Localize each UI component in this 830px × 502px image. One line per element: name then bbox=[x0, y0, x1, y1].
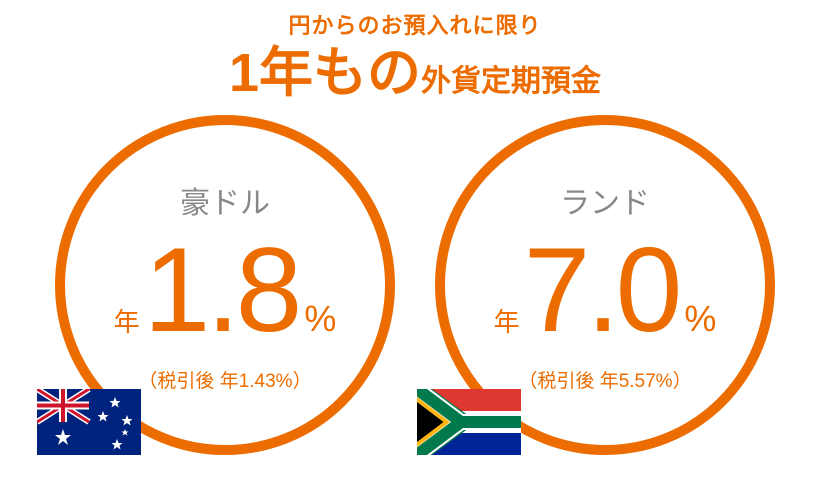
rate-prefix: 年 bbox=[494, 309, 520, 335]
circles-row: 豪ドル 年 1.8 % （税引後 年1.43%） bbox=[0, 115, 830, 455]
aftertax-text: （税引後 年1.43%） bbox=[138, 366, 311, 393]
flag-australia-icon bbox=[37, 389, 141, 455]
currency-name: ランド bbox=[560, 178, 650, 222]
currency-name: 豪ドル bbox=[180, 178, 270, 222]
title-big: 1年もの bbox=[229, 43, 421, 103]
circle-zar: ランド 年 7.0 % （税引後 年5.57%） bbox=[435, 115, 775, 455]
title: 1年もの外貨定期預金 bbox=[0, 44, 830, 103]
circle-aud: 豪ドル 年 1.8 % （税引後 年1.43%） bbox=[55, 115, 395, 455]
rate-prefix: 年 bbox=[114, 309, 140, 335]
rate-percent: % bbox=[684, 301, 716, 337]
rate-line: 年 7.0 % bbox=[494, 230, 717, 350]
rate-line: 年 1.8 % bbox=[114, 230, 337, 350]
header: 円からのお預入れに限り 1年もの外貨定期預金 bbox=[0, 0, 830, 103]
rate-value: 1.8 bbox=[144, 230, 299, 350]
flag-south-africa-icon bbox=[417, 389, 521, 455]
rate-percent: % bbox=[304, 301, 336, 337]
aftertax-text: （税引後 年5.57%） bbox=[518, 366, 691, 393]
title-mid: 外貨定期預金 bbox=[421, 65, 601, 98]
rate-value: 7.0 bbox=[524, 230, 679, 350]
subtitle: 円からのお預入れに限り bbox=[0, 8, 830, 40]
